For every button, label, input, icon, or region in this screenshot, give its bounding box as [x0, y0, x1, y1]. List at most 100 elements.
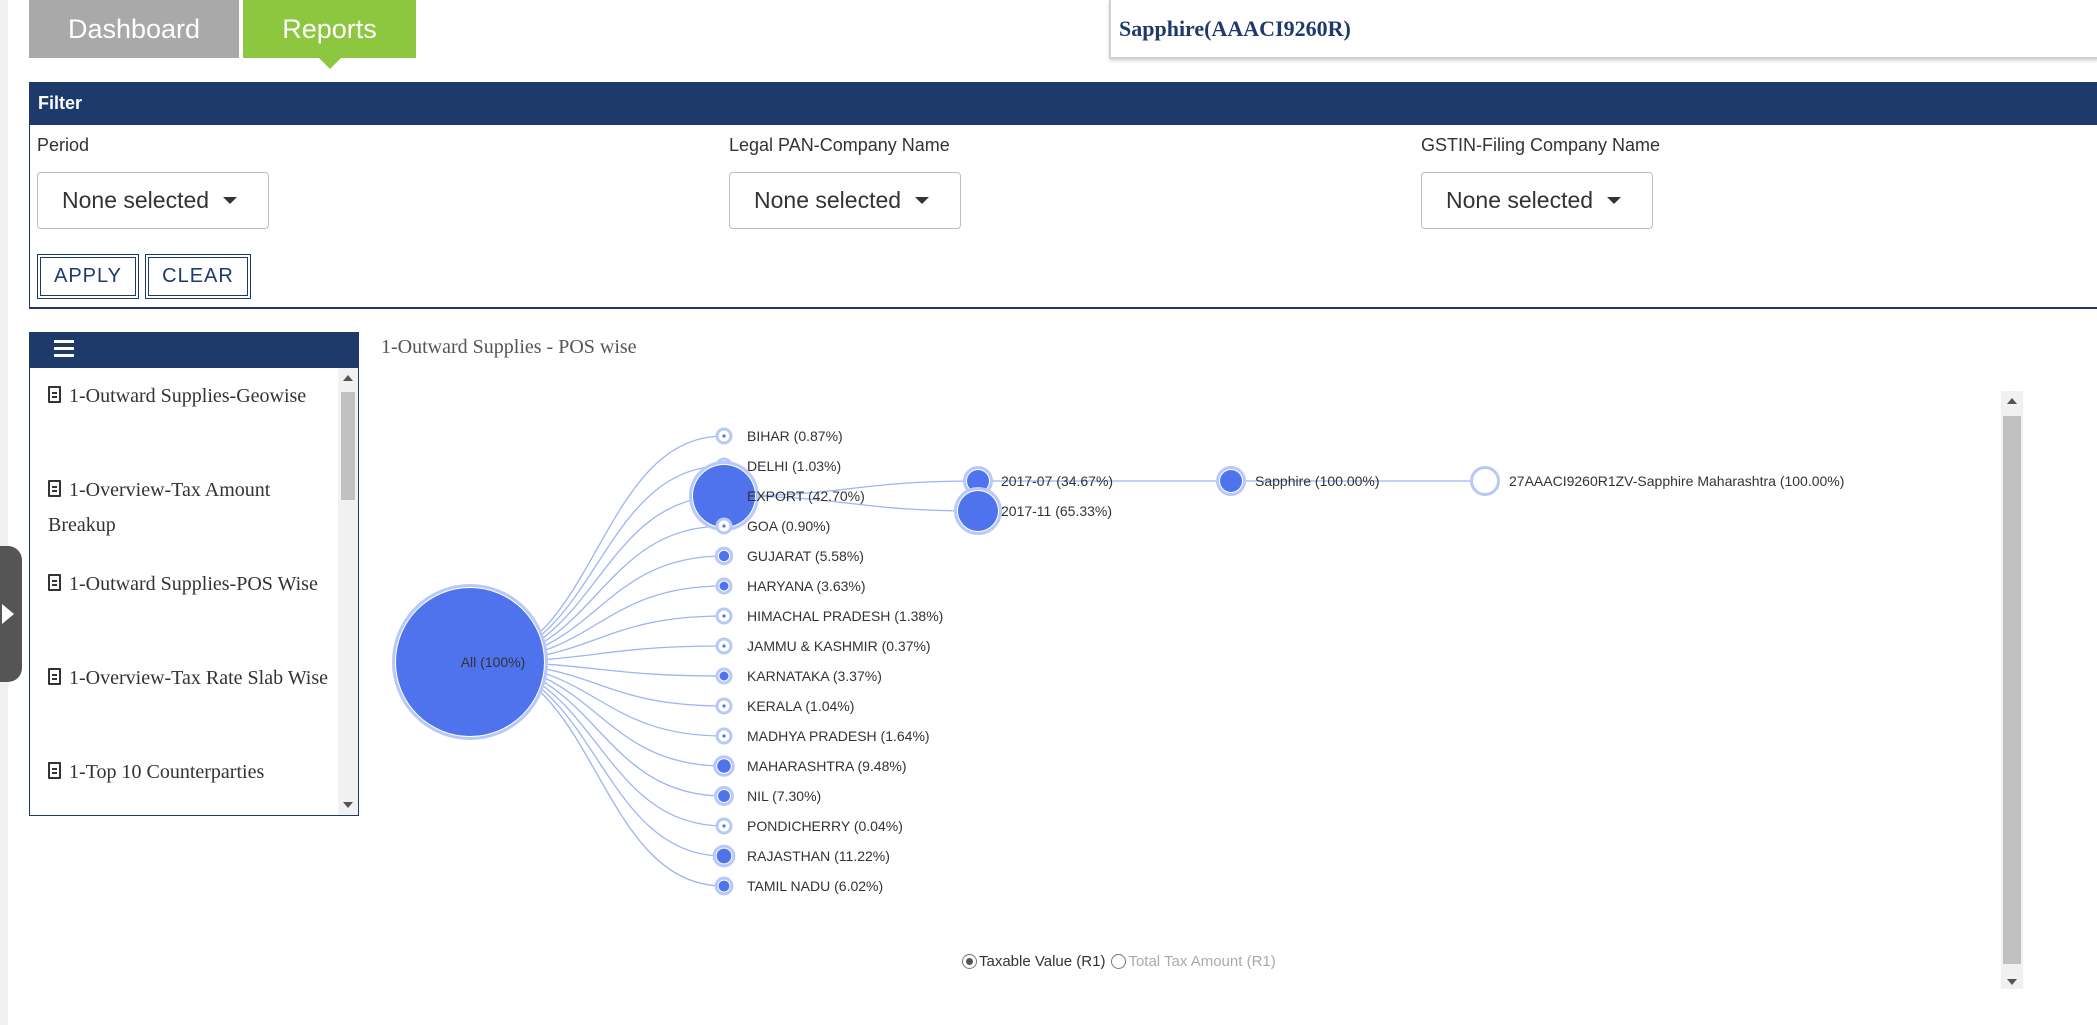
- tree-node-level1-label: EXPORT (42.70%): [747, 488, 865, 504]
- tree-node-level1[interactable]: [718, 550, 730, 562]
- tree-node-all-label: All (100%): [461, 654, 526, 670]
- caret-down-icon: [915, 197, 930, 204]
- tree-node-level1[interactable]: [722, 824, 726, 828]
- legal-pan-dropdown-value: None selected: [754, 187, 902, 213]
- scroll-up-icon[interactable]: [2007, 398, 2017, 404]
- clear-button[interactable]: CLEAR: [145, 254, 251, 299]
- menu-item-label: 1-Top 10 Counterparties: [69, 761, 265, 783]
- play-arrow-icon: [2, 604, 14, 624]
- taxable-value-label[interactable]: Taxable Value (R1): [979, 953, 1106, 970]
- menu-item-tax-amount-breakup[interactable]: 1-Overview-Tax Amount Breakup: [48, 473, 333, 543]
- menu-item-label: 1-Overview-Tax Amount Breakup: [48, 479, 271, 536]
- menu-item-outward-pos-wise[interactable]: 1-Outward Supplies-POS Wise: [48, 567, 333, 602]
- breadcrumb-sapphire[interactable]: Sapphire: [661, 394, 722, 412]
- total-tax-radio[interactable]: [1111, 954, 1127, 969]
- tree-node-level1[interactable]: [716, 848, 732, 864]
- tree-link: [723, 480, 979, 497]
- tree-node-period[interactable]: [958, 491, 998, 531]
- tree-node-level1-label: KERALA (1.04%): [747, 698, 854, 714]
- tree-node-level1-label: DELHI (1.03%): [747, 458, 841, 474]
- document-icon: [48, 574, 61, 591]
- tree-node-level1[interactable]: [722, 434, 726, 438]
- chart-scroll-thumb[interactable]: [2003, 416, 2021, 964]
- tree-node-level1[interactable]: [718, 880, 730, 892]
- apply-button[interactable]: APPLY: [37, 254, 139, 299]
- menu-item-label: 1-Outward Supplies-POS Wise: [69, 573, 318, 595]
- tree-node-company[interactable]: [1220, 470, 1242, 492]
- tree-node-level1[interactable]: [717, 759, 731, 773]
- taxable-value-radio[interactable]: [962, 954, 977, 969]
- side-panel-toggle[interactable]: [0, 546, 22, 682]
- tree-node-all[interactable]: [396, 588, 544, 736]
- tab-reports-label: Reports: [282, 13, 377, 44]
- tree-link: [723, 495, 979, 512]
- document-icon: [48, 386, 61, 403]
- menu-item-label: 1-Outward Supplies-Geowise: [69, 385, 307, 407]
- tree-node-level1[interactable]: [718, 790, 730, 802]
- tree-node-period-label: 2017-11 (65.33%): [1001, 503, 1112, 519]
- menu-item-tax-rate-slab[interactable]: 1-Overview-Tax Rate Slab Wise: [48, 661, 333, 696]
- report-menu-list: 1-Outward Supplies-Geowise 1-Overview-Ta…: [29, 367, 359, 816]
- period-dropdown[interactable]: None selected: [37, 172, 269, 229]
- menu-item-outward-geowise[interactable]: 1-Outward Supplies-Geowise: [48, 379, 333, 414]
- left-gutter: [0, 0, 8, 1025]
- document-icon: [48, 480, 61, 497]
- breadcrumb-period[interactable]: 2017-07: [557, 394, 613, 412]
- tree-node-level1-label: TAMIL NADU (6.02%): [747, 878, 883, 894]
- tree-node-level1[interactable]: [722, 734, 726, 738]
- scroll-down-icon[interactable]: [2007, 979, 2017, 985]
- gstin-dropdown-value: None selected: [1446, 187, 1594, 213]
- document-icon: [48, 762, 61, 779]
- menu-scroll-thumb[interactable]: [341, 392, 355, 500]
- period-dropdown-value: None selected: [62, 187, 210, 213]
- tree-node-level1-label: MADHYA PRADESH (1.64%): [747, 728, 930, 744]
- tree-node-level1-label: JAMMU & KASHMIR (0.37%): [747, 638, 931, 654]
- gstin-label: GSTIN-Filing Company Name: [1421, 135, 1661, 155]
- breadcrumb-export[interactable]: EXPORT: [459, 394, 521, 412]
- tree-node-level1[interactable]: [693, 465, 755, 527]
- tree-node-level1[interactable]: [719, 671, 729, 681]
- active-tab-caret-icon: [319, 58, 341, 69]
- scroll-up-icon[interactable]: [343, 375, 353, 381]
- breadcrumb-all[interactable]: All: [405, 394, 423, 412]
- tree-node-period[interactable]: [967, 470, 989, 492]
- tree-node-level1-label: HIMACHAL PRADESH (1.38%): [747, 608, 943, 624]
- tree-node-level1[interactable]: [722, 704, 726, 708]
- tree-node-level1-label: NIL (7.30%): [747, 788, 821, 804]
- hamburger-menu-icon[interactable]: [54, 340, 74, 358]
- tree-node-company-label: Sapphire (100.00%): [1255, 473, 1380, 489]
- tree-node-level1[interactable]: [719, 581, 729, 591]
- legal-pan-label: Legal PAN-Company Name: [729, 135, 950, 155]
- caret-down-icon: [1607, 197, 1622, 204]
- menu-item-label: 1-Overview-Tax Rate Slab Wise: [69, 667, 329, 689]
- filter-header: Filter: [29, 82, 2097, 125]
- tab-dashboard[interactable]: Dashboard: [29, 0, 239, 58]
- total-tax-label[interactable]: Total Tax Amount (R1): [1128, 953, 1276, 970]
- tree-node-level1-label: HARYANA (3.63%): [747, 578, 866, 594]
- gstin-dropdown[interactable]: None selected: [1421, 172, 1653, 229]
- tree-node-level1[interactable]: [722, 644, 726, 648]
- tab-reports[interactable]: Reports: [243, 0, 416, 69]
- scroll-down-icon[interactable]: [343, 802, 353, 808]
- tree-node-gstin[interactable]: [1478, 474, 1492, 488]
- measure-toggle: Taxable Value (R1) Total Tax Amount (R1): [962, 953, 1276, 970]
- company-selector[interactable]: Sapphire(AAACI9260R): [1109, 0, 2097, 59]
- tree-node-level1-label: GUJARAT (5.58%): [747, 548, 864, 564]
- filter-panel: [29, 125, 2097, 309]
- document-icon: [48, 668, 61, 685]
- menu-scrollbar[interactable]: [338, 368, 358, 815]
- chart-title: 1-Outward Supplies - POS wise: [381, 336, 637, 358]
- tree-node-period-label: 2017-07 (34.67%): [1001, 473, 1113, 489]
- tree-node-level1-label: KARNATAKA (3.37%): [747, 668, 882, 684]
- menu-item-top-10-counterparties[interactable]: 1-Top 10 Counterparties: [48, 755, 333, 790]
- tree-node-gstin-label: 27AAACI9260R1ZV-Sapphire Maharashtra (10…: [1509, 473, 1844, 489]
- legal-pan-dropdown[interactable]: None selected: [729, 172, 961, 229]
- chart-scrollbar[interactable]: [2001, 391, 2023, 989]
- tree-node-level1-label: GOA (0.90%): [747, 518, 830, 534]
- tree-node-level1[interactable]: [722, 524, 726, 528]
- period-label: Period: [37, 135, 90, 155]
- tree-node-level1[interactable]: [722, 614, 726, 618]
- tree-node-level1-label: MAHARASHTRA (9.48%): [747, 758, 906, 774]
